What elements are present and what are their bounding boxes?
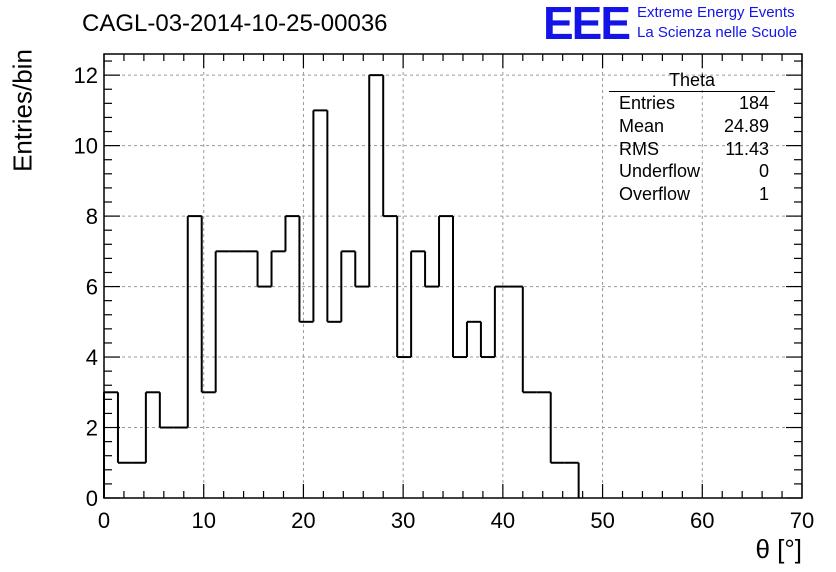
stats-box: Theta Entries 184 Mean 24.89 RMS 11.43 U… xyxy=(609,70,775,206)
y-tick-label: 8 xyxy=(86,204,98,229)
stats-value: 1 xyxy=(758,184,769,205)
logo-line-2: La Scienza nelle Scuole xyxy=(637,24,798,41)
x-tick-label: 50 xyxy=(590,508,614,533)
x-tick-label: 20 xyxy=(291,508,315,533)
stats-row-entries: Entries 184 xyxy=(609,92,775,115)
stats-row-mean: Mean 24.89 xyxy=(609,115,775,138)
x-tick-label: 0 xyxy=(98,508,110,533)
stats-row-overflow: Overflow 1 xyxy=(609,183,775,206)
chart-title: CAGL-03-2014-10-25-00036 xyxy=(82,10,388,37)
stats-title: Theta xyxy=(609,70,775,92)
stats-value: 0 xyxy=(758,161,769,182)
y-tick-label: 12 xyxy=(74,63,98,88)
y-tick-label: 4 xyxy=(86,345,98,370)
stats-row-underflow: Underflow 0 xyxy=(609,160,775,183)
plot-border xyxy=(103,53,803,499)
eee-logo: EEE xyxy=(543,0,631,49)
x-tick-label: 70 xyxy=(790,508,814,533)
stats-value: 24.89 xyxy=(723,115,769,136)
logo-line-1: Extreme Energy Events xyxy=(637,4,795,21)
x-tick-label: 40 xyxy=(491,508,515,533)
x-axis-label: θ [°] xyxy=(755,534,802,564)
y-tick-label: 6 xyxy=(86,275,98,300)
x-tick-label: 10 xyxy=(191,508,215,533)
stats-value: 11.43 xyxy=(725,138,769,159)
y-tick-label: 10 xyxy=(74,134,98,159)
y-tick-label: 0 xyxy=(86,486,98,511)
stats-label: Entries xyxy=(619,93,676,113)
x-tick-label: 30 xyxy=(391,508,415,533)
histogram-bars xyxy=(103,74,580,498)
stats-value: 184 xyxy=(738,93,769,113)
y-tick-label: 2 xyxy=(86,416,98,441)
stats-row-rms: RMS 11.43 xyxy=(609,138,775,161)
stats-label: RMS xyxy=(619,138,659,159)
plot-frame xyxy=(103,53,803,499)
stats-label: Mean xyxy=(619,115,665,136)
y-axis-label: Entries/bin xyxy=(7,49,38,172)
stats-label: Overflow xyxy=(619,184,691,205)
x-tick-label: 60 xyxy=(690,508,714,533)
axis-ticks xyxy=(103,54,803,499)
stats-label: Underflow xyxy=(619,161,701,182)
